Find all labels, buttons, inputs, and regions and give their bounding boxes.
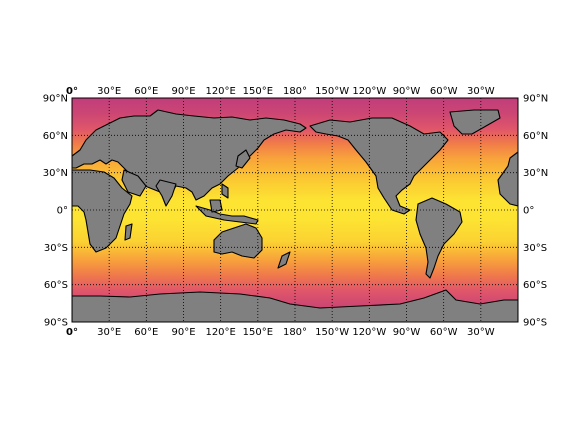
lon-labels-top: 0° 30°E 60°E 90°E 120°E 150°E 180° 150°W 120°W 90… [66, 86, 495, 97]
lon-tick-label: 0° [66, 86, 78, 97]
lat-tick-label: 0° [57, 206, 68, 217]
lon-tick-label: 120°W [352, 327, 386, 338]
land-west-africa-east-edge [497, 151, 518, 207]
lon-tick-label: 150°E [243, 86, 273, 97]
land-madagascar [124, 223, 133, 241]
land-new-zealand [277, 251, 291, 269]
land-india [155, 179, 177, 207]
lat-tick-label: 30°N [523, 168, 548, 179]
map-frame [71, 97, 519, 323]
lon-tick-label: 0° [66, 327, 78, 338]
lon-tick-label: 150°W [315, 327, 349, 338]
lat-tick-label: 90°S [44, 318, 68, 329]
lon-tick-label: 180° [283, 327, 307, 338]
lon-tick-label: 30°W [467, 86, 495, 97]
lat-tick-label: 0° [523, 206, 534, 217]
lon-tick-label: 120°E [205, 327, 235, 338]
lat-tick-label: 30°S [44, 243, 68, 254]
land-arabia [121, 169, 147, 197]
lon-tick-label: 150°W [315, 86, 349, 97]
lon-tick-label: 60°W [430, 86, 458, 97]
lon-tick-label: 150°E [243, 327, 273, 338]
lat-labels-right: 90°S 60°S 30°S 0° 30°N 60°N 90°N [523, 94, 548, 329]
lon-tick-label: 60°W [430, 327, 458, 338]
lon-tick-label: 60°E [134, 327, 158, 338]
land-australia [213, 223, 263, 259]
lon-tick-label: 30°E [97, 327, 121, 338]
lat-labels-left: 90°S 60°S 30°S 0° 30°N 60°N 90°N [43, 94, 68, 329]
lon-tick-label: 120°W [352, 86, 386, 97]
lat-tick-label: 60°S [523, 280, 547, 291]
land-indonesia [195, 205, 259, 225]
lon-tick-label: 90°W [393, 86, 421, 97]
lon-tick-label: 90°W [393, 327, 421, 338]
lon-tick-label: 30°E [97, 86, 121, 97]
lon-tick-label: 60°E [134, 86, 158, 97]
graticule [72, 98, 518, 322]
lon-tick-label: 30°W [467, 327, 495, 338]
lat-tick-label: 30°N [43, 168, 68, 179]
lat-tick-label: 90°S [523, 318, 547, 329]
land-japan [235, 149, 251, 169]
lon-tick-label: 180° [283, 86, 307, 97]
lon-tick-label: 90°E [171, 86, 195, 97]
lat-tick-label: 60°S [44, 280, 68, 291]
lat-tick-label: 90°N [43, 94, 68, 105]
lat-tick-label: 60°N [43, 131, 68, 142]
land-philippines [221, 183, 229, 199]
land-north-america [309, 117, 449, 215]
lat-tick-label: 30°S [523, 243, 547, 254]
land-south-america [415, 197, 463, 279]
land-africa [72, 169, 133, 253]
lat-tick-label: 90°N [523, 94, 548, 105]
lon-tick-label: 90°E [171, 327, 195, 338]
lon-labels-bottom: 0° 30°E 60°E 90°E 120°E 150°E 180° 150°W 120°W 90… [66, 327, 495, 338]
land-greenland [449, 109, 501, 135]
lat-tick-label: 60°N [523, 131, 548, 142]
lon-tick-label: 120°E [205, 86, 235, 97]
